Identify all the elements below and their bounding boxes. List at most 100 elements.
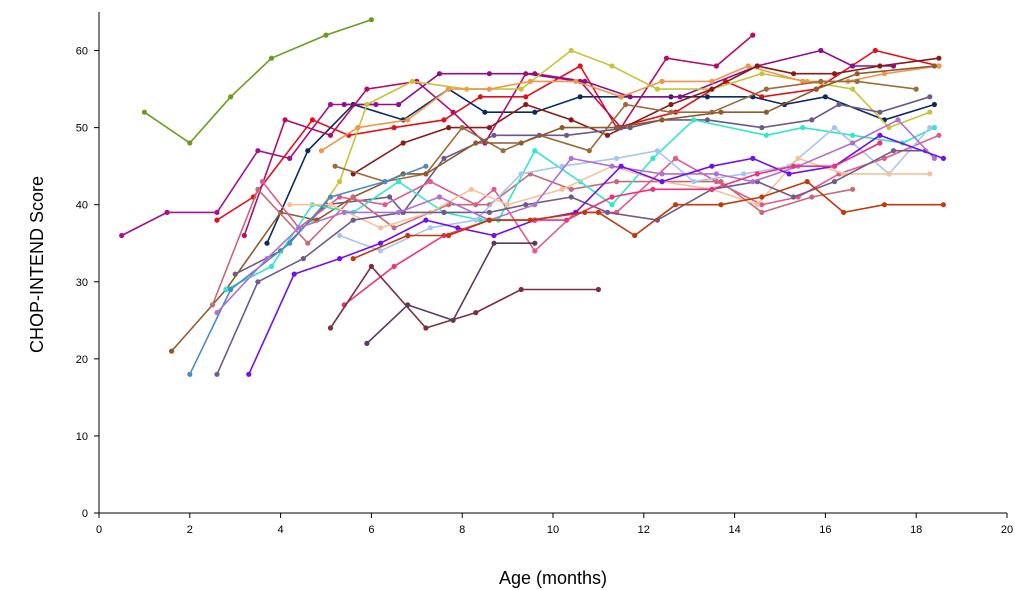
x-tick-label: 18 <box>910 524 922 536</box>
data-point <box>228 286 234 293</box>
data-point <box>877 109 883 115</box>
data-point <box>850 86 856 92</box>
data-point <box>214 209 220 215</box>
data-point <box>940 202 947 208</box>
data-point <box>337 179 343 185</box>
data-point <box>396 209 402 215</box>
data-point <box>754 63 760 69</box>
data-point <box>377 240 384 246</box>
data-point <box>831 179 838 185</box>
data-point <box>491 232 497 239</box>
data-point <box>791 71 797 77</box>
data-point <box>831 125 838 131</box>
x-axis-title: Age (months) <box>499 568 607 588</box>
data-point <box>577 94 583 100</box>
data-point <box>582 209 588 215</box>
data-point <box>609 63 615 69</box>
data-point <box>854 78 860 84</box>
data-point <box>618 163 624 169</box>
data-point <box>405 117 411 123</box>
data-point <box>268 55 275 61</box>
data-point <box>164 209 170 215</box>
data-point <box>614 125 620 131</box>
data-point <box>255 186 261 192</box>
data-point <box>477 217 483 223</box>
data-point <box>446 125 452 131</box>
data-point <box>604 132 611 138</box>
data-point <box>745 63 751 69</box>
data-point <box>423 325 429 331</box>
data-point <box>318 148 325 154</box>
series-line <box>352 180 944 260</box>
data-point <box>396 101 402 108</box>
data-point <box>831 163 838 169</box>
data-point <box>223 286 229 293</box>
data-point <box>368 17 374 23</box>
data-point <box>663 55 670 61</box>
data-point <box>446 232 452 239</box>
data-point <box>763 109 770 115</box>
data-point <box>850 186 856 192</box>
data-point <box>486 209 492 215</box>
data-point <box>441 117 447 123</box>
series-25 <box>364 240 538 346</box>
data-point <box>568 117 574 123</box>
data-point <box>377 225 384 231</box>
data-point <box>391 125 397 131</box>
data-point <box>473 217 479 223</box>
x-tick-label: 16 <box>819 524 831 536</box>
series-line <box>171 65 935 352</box>
data-point <box>332 163 338 169</box>
data-point <box>518 286 524 293</box>
data-point <box>305 240 311 246</box>
data-point <box>877 132 883 138</box>
series-line <box>344 49 894 106</box>
series-4 <box>264 86 938 246</box>
data-point <box>409 78 415 84</box>
data-point <box>264 240 270 246</box>
data-point <box>750 155 756 161</box>
data-point <box>677 94 683 100</box>
data-point <box>119 232 125 239</box>
data-point <box>759 194 765 200</box>
data-point <box>450 317 456 323</box>
data-point <box>750 179 756 185</box>
data-point <box>423 171 429 177</box>
data-point <box>818 47 824 54</box>
tick-labels: 0 2 4 6 8 10 12 14 16 18 20 0 10 20 30 40 50 60 <box>76 46 1013 536</box>
data-point <box>391 263 397 269</box>
data-point <box>323 32 329 38</box>
data-point <box>754 171 760 177</box>
data-point <box>577 63 583 69</box>
data-point <box>364 86 370 92</box>
data-point <box>881 202 888 208</box>
data-point <box>709 163 715 169</box>
data-point <box>609 163 615 169</box>
series-19 <box>214 148 928 377</box>
data-point <box>654 148 661 154</box>
data-point <box>368 263 374 269</box>
data-point <box>405 232 411 239</box>
data-point <box>350 256 356 262</box>
data-point <box>654 86 661 92</box>
data-point <box>573 78 579 84</box>
data-point <box>491 132 497 138</box>
data-point <box>327 325 334 331</box>
data-point <box>877 63 883 69</box>
data-point <box>327 202 334 208</box>
data-point <box>423 217 429 223</box>
data-point <box>214 310 220 316</box>
data-point <box>604 209 611 215</box>
data-point <box>287 155 293 161</box>
data-point <box>486 125 492 131</box>
data-point <box>927 94 933 100</box>
data-point <box>927 171 933 177</box>
data-point <box>405 302 411 308</box>
data-point <box>673 202 679 208</box>
data-point <box>890 148 897 154</box>
data-point <box>586 148 592 154</box>
data-point <box>841 171 847 177</box>
data-point <box>518 171 524 177</box>
data-point <box>491 186 497 192</box>
data-point <box>791 194 797 200</box>
